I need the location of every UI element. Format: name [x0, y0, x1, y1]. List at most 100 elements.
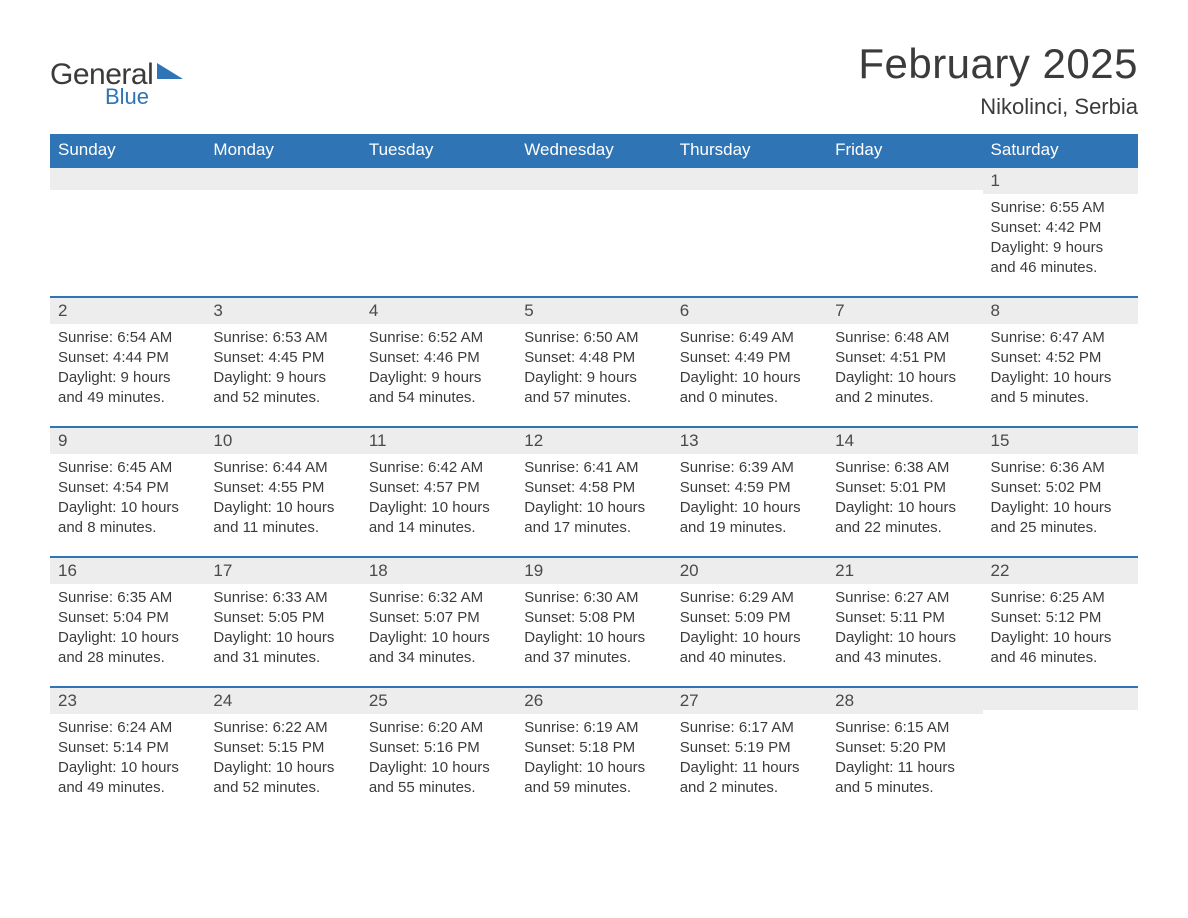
day-body: Sunrise: 6:32 AMSunset: 5:07 PMDaylight:… [361, 584, 516, 674]
sunrise-text: Sunrise: 6:38 AM [835, 458, 974, 478]
calendar-cell: 10Sunrise: 6:44 AMSunset: 4:55 PMDayligh… [205, 427, 360, 557]
day-number: 21 [827, 558, 982, 584]
dow-monday: Monday [205, 134, 360, 167]
sunrise-text: Sunrise: 6:48 AM [835, 328, 974, 348]
calendar-cell: 15Sunrise: 6:36 AMSunset: 5:02 PMDayligh… [983, 427, 1138, 557]
sunrise-text: Sunrise: 6:17 AM [680, 718, 819, 738]
sunset-text: Sunset: 4:58 PM [524, 478, 663, 498]
day-number: 6 [672, 298, 827, 324]
dow-sunday: Sunday [50, 134, 205, 167]
day-body: Sunrise: 6:15 AMSunset: 5:20 PMDaylight:… [827, 714, 982, 804]
dow-friday: Friday [827, 134, 982, 167]
day-body: Sunrise: 6:41 AMSunset: 4:58 PMDaylight:… [516, 454, 671, 544]
calendar-body: 1Sunrise: 6:55 AMSunset: 4:42 PMDaylight… [50, 167, 1138, 817]
sunrise-text: Sunrise: 6:29 AM [680, 588, 819, 608]
sunrise-text: Sunrise: 6:15 AM [835, 718, 974, 738]
daylight-text: Daylight: 10 hours and 46 minutes. [991, 628, 1130, 668]
daylight-text: Daylight: 9 hours and 52 minutes. [213, 368, 352, 408]
day-body: Sunrise: 6:53 AMSunset: 4:45 PMDaylight:… [205, 324, 360, 414]
daylight-text: Daylight: 9 hours and 54 minutes. [369, 368, 508, 408]
daylight-text: Daylight: 10 hours and 55 minutes. [369, 758, 508, 798]
calendar-cell: 6 Sunrise: 6:49 AMSunset: 4:49 PMDaylight… [672, 297, 827, 427]
calendar-cell: 20Sunrise: 6:29 AMSunset: 5:09 PMDayligh… [672, 557, 827, 687]
sunrise-text: Sunrise: 6:49 AM [680, 328, 819, 348]
day-number: 11 [361, 428, 516, 454]
day-number: 4 [361, 298, 516, 324]
calendar-cell [672, 167, 827, 297]
day-body: Sunrise: 6:35 AMSunset: 5:04 PMDaylight:… [50, 584, 205, 674]
calendar-cell: 17Sunrise: 6:33 AMSunset: 5:05 PMDayligh… [205, 557, 360, 687]
title-block: February 2025 Nikolinci, Serbia [858, 40, 1138, 120]
calendar-cell [50, 167, 205, 297]
dow-thursday: Thursday [672, 134, 827, 167]
sunrise-text: Sunrise: 6:41 AM [524, 458, 663, 478]
day-body: Sunrise: 6:25 AMSunset: 5:12 PMDaylight:… [983, 584, 1138, 674]
calendar-cell: 27Sunrise: 6:17 AMSunset: 5:19 PMDayligh… [672, 687, 827, 817]
day-body: Sunrise: 6:22 AMSunset: 5:15 PMDaylight:… [205, 714, 360, 804]
sunset-text: Sunset: 5:01 PM [835, 478, 974, 498]
day-number: 7 [827, 298, 982, 324]
brand-triangle-icon [157, 63, 183, 79]
sunrise-text: Sunrise: 6:55 AM [991, 198, 1130, 218]
day-body: Sunrise: 6:47 AMSunset: 4:52 PMDaylight:… [983, 324, 1138, 414]
day-body: Sunrise: 6:44 AMSunset: 4:55 PMDaylight:… [205, 454, 360, 544]
sunset-text: Sunset: 5:18 PM [524, 738, 663, 758]
day-number: 24 [205, 688, 360, 714]
calendar-cell: 25Sunrise: 6:20 AMSunset: 5:16 PMDayligh… [361, 687, 516, 817]
daylight-text: Daylight: 9 hours and 57 minutes. [524, 368, 663, 408]
day-body: Sunrise: 6:55 AMSunset: 4:42 PMDaylight:… [983, 194, 1138, 284]
page-title: February 2025 [858, 40, 1138, 88]
calendar-week: 2Sunrise: 6:54 AMSunset: 4:44 PMDaylight… [50, 297, 1138, 427]
empty-day [672, 168, 827, 190]
calendar-cell [205, 167, 360, 297]
sunset-text: Sunset: 5:11 PM [835, 608, 974, 628]
calendar-cell: 3Sunrise: 6:53 AMSunset: 4:45 PMDaylight… [205, 297, 360, 427]
empty-day [983, 688, 1138, 710]
daylight-text: Daylight: 10 hours and 34 minutes. [369, 628, 508, 668]
sunset-text: Sunset: 5:04 PM [58, 608, 197, 628]
sunrise-text: Sunrise: 6:35 AM [58, 588, 197, 608]
daylight-text: Daylight: 10 hours and 0 minutes. [680, 368, 819, 408]
sunset-text: Sunset: 4:52 PM [991, 348, 1130, 368]
day-body: Sunrise: 6:38 AMSunset: 5:01 PMDaylight:… [827, 454, 982, 544]
daylight-text: Daylight: 10 hours and 17 minutes. [524, 498, 663, 538]
sunset-text: Sunset: 4:54 PM [58, 478, 197, 498]
day-number: 27 [672, 688, 827, 714]
sunset-text: Sunset: 5:20 PM [835, 738, 974, 758]
daylight-text: Daylight: 10 hours and 2 minutes. [835, 368, 974, 408]
daylight-text: Daylight: 10 hours and 14 minutes. [369, 498, 508, 538]
sunset-text: Sunset: 5:02 PM [991, 478, 1130, 498]
calendar-cell: 24Sunrise: 6:22 AMSunset: 5:15 PMDayligh… [205, 687, 360, 817]
sunset-text: Sunset: 5:19 PM [680, 738, 819, 758]
day-body: Sunrise: 6:42 AMSunset: 4:57 PMDaylight:… [361, 454, 516, 544]
calendar-cell: 16Sunrise: 6:35 AMSunset: 5:04 PMDayligh… [50, 557, 205, 687]
calendar-week: 23Sunrise: 6:24 AMSunset: 5:14 PMDayligh… [50, 687, 1138, 817]
day-body: Sunrise: 6:39 AMSunset: 4:59 PMDaylight:… [672, 454, 827, 544]
sunrise-text: Sunrise: 6:30 AM [524, 588, 663, 608]
sunset-text: Sunset: 4:49 PM [680, 348, 819, 368]
day-number: 5 [516, 298, 671, 324]
day-number: 10 [205, 428, 360, 454]
calendar-cell: 14Sunrise: 6:38 AMSunset: 5:01 PMDayligh… [827, 427, 982, 557]
sunrise-text: Sunrise: 6:32 AM [369, 588, 508, 608]
daylight-text: Daylight: 10 hours and 19 minutes. [680, 498, 819, 538]
day-number: 14 [827, 428, 982, 454]
daylight-text: Daylight: 9 hours and 49 minutes. [58, 368, 197, 408]
dow-wednesday: Wednesday [516, 134, 671, 167]
sunrise-text: Sunrise: 6:20 AM [369, 718, 508, 738]
sunrise-text: Sunrise: 6:27 AM [835, 588, 974, 608]
calendar-cell: 28Sunrise: 6:15 AMSunset: 5:20 PMDayligh… [827, 687, 982, 817]
calendar-cell: 9Sunrise: 6:45 AMSunset: 4:54 PMDaylight… [50, 427, 205, 557]
sunrise-text: Sunrise: 6:44 AM [213, 458, 352, 478]
calendar-cell: 5Sunrise: 6:50 AMSunset: 4:48 PMDaylight… [516, 297, 671, 427]
day-number: 25 [361, 688, 516, 714]
calendar-cell: 26Sunrise: 6:19 AMSunset: 5:18 PMDayligh… [516, 687, 671, 817]
day-body: Sunrise: 6:29 AMSunset: 5:09 PMDaylight:… [672, 584, 827, 674]
sunset-text: Sunset: 4:45 PM [213, 348, 352, 368]
daylight-text: Daylight: 10 hours and 22 minutes. [835, 498, 974, 538]
brand-logo: General Blue [50, 60, 183, 108]
sunset-text: Sunset: 4:55 PM [213, 478, 352, 498]
sunset-text: Sunset: 4:46 PM [369, 348, 508, 368]
sunrise-text: Sunrise: 6:19 AM [524, 718, 663, 738]
daylight-text: Daylight: 9 hours and 46 minutes. [991, 238, 1130, 278]
